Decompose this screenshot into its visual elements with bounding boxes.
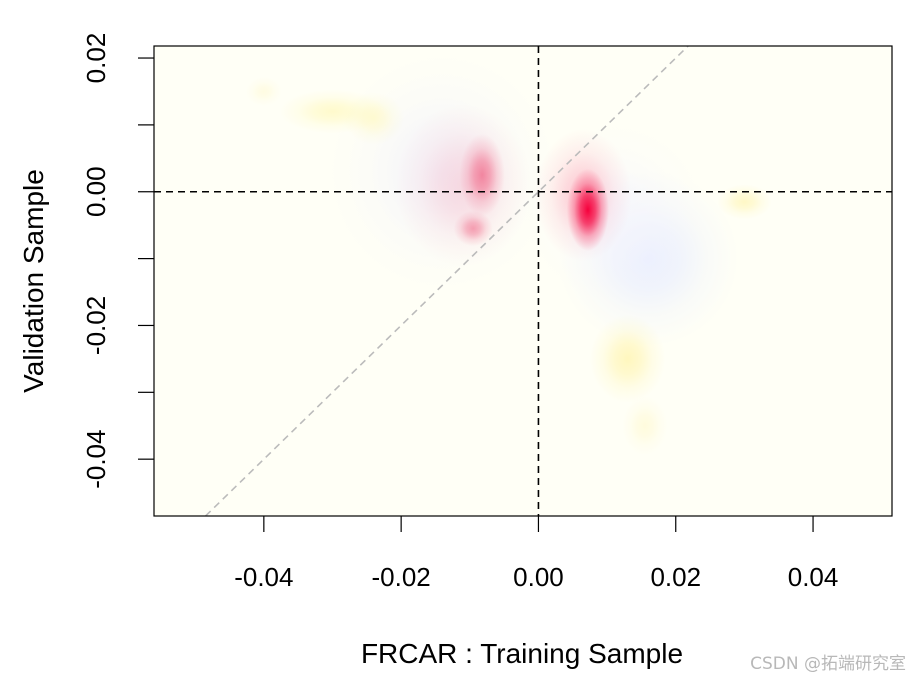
x-axis-title: FRCAR : Training Sample <box>361 638 683 669</box>
y-tick-label: 0.02 <box>81 33 111 84</box>
density-blob <box>622 396 668 456</box>
x-tick-label: -0.04 <box>234 562 293 592</box>
y-tick-label: -0.02 <box>81 296 111 355</box>
y-tick-label: 0.00 <box>81 166 111 217</box>
density-blob <box>245 76 282 107</box>
density-blob <box>343 91 404 145</box>
watermark-text: CSDN @拓端研究室 <box>750 654 906 674</box>
axes: -0.04 -0.02 0.00 0.02 0.04 -0.04 -0.02 0.00 0.02 <box>81 33 893 592</box>
x-tick-label: 0.02 <box>650 562 701 592</box>
plot-area <box>154 46 892 516</box>
density-blob <box>459 133 505 217</box>
density-blob <box>717 184 772 220</box>
y-tick-label: -0.04 <box>81 430 111 489</box>
density-blob <box>589 314 666 404</box>
x-tick-label: 0.04 <box>788 562 839 592</box>
plot-frame <box>153 45 893 517</box>
y-axis-title: Validation Sample <box>18 169 49 393</box>
x-tick-label: -0.02 <box>372 562 431 592</box>
x-tick-label: 0.00 <box>513 562 564 592</box>
density-blob <box>453 210 493 247</box>
density-blob <box>566 168 610 251</box>
reference-line-diagonal <box>204 46 690 516</box>
